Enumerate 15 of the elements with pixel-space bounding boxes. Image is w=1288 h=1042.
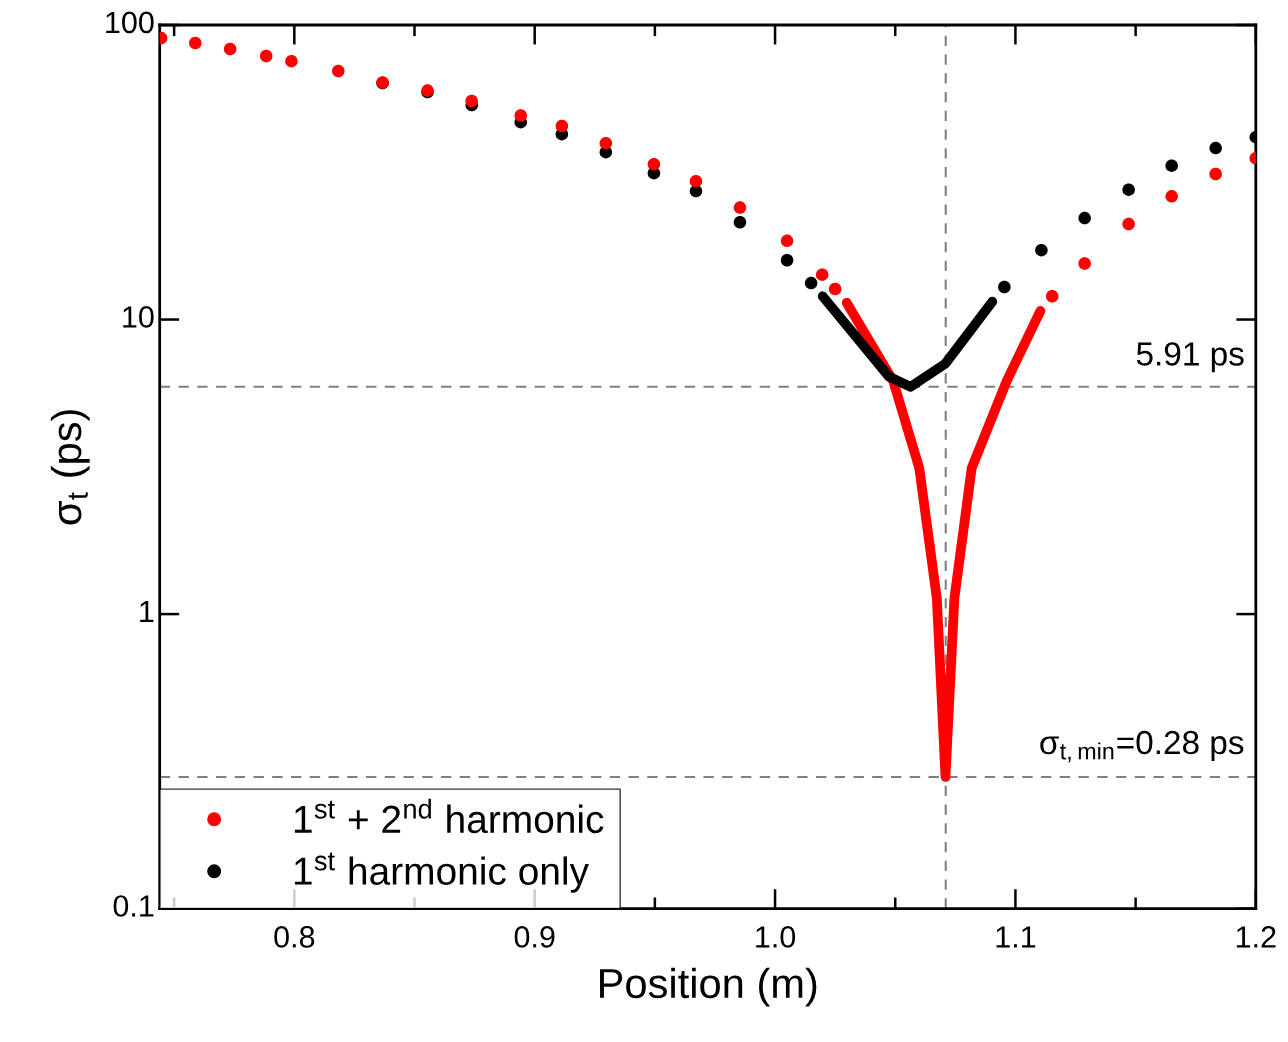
y-tick-label: 1 — [140, 600, 154, 622]
x-tick-label: 0.8 — [274, 926, 315, 948]
legend-label: 1$^{st}$ + 2$^{nd}$ harmonic — [294, 798, 604, 834]
y-tick-label: 100 — [106, 11, 154, 34]
x-tick-label: 1.1 — [996, 926, 1036, 948]
legend-label: 1$^{st}$ harmonic only — [294, 852, 589, 893]
x-tick-label: 0.9 — [514, 926, 555, 948]
x-tick-label: 1.0 — [756, 926, 796, 948]
ref-line-label: σ$_{t,min}$=0.28 ps — [1040, 730, 1244, 763]
y-tick-label: 10 — [123, 306, 154, 328]
x-axis-title: Position (m) — [600, 967, 817, 1007]
ref-line-label: 5.91 ps — [1136, 342, 1244, 373]
y-axis-title: σ$_{t}$ (ps) — [50, 410, 90, 525]
x-tick-label: 1.2 — [1236, 926, 1276, 948]
y-tick-label: 0.1 — [113, 895, 154, 917]
